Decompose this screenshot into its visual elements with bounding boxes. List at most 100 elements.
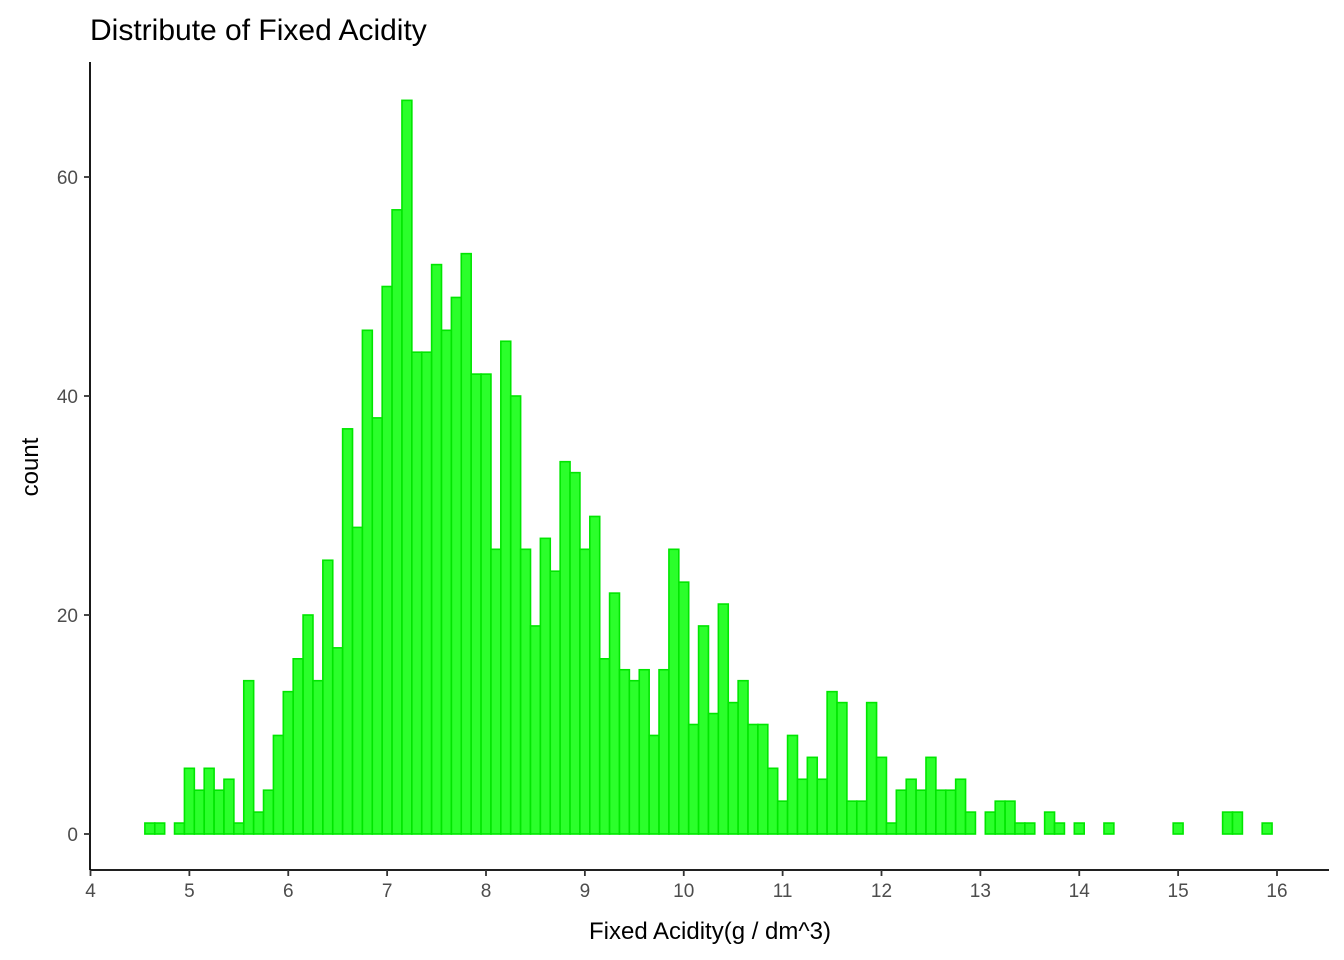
histogram-bar — [855, 800, 868, 835]
histogram-bar — [994, 800, 1006, 835]
histogram-bar — [341, 428, 354, 835]
histogram-bar — [144, 822, 156, 835]
histogram-bar — [1231, 811, 1244, 835]
histogram-bar — [292, 657, 304, 835]
histogram-bar — [648, 734, 660, 835]
x-tick-label: 14 — [1069, 881, 1091, 902]
histogram-bar — [1073, 822, 1086, 835]
histogram-bar — [282, 690, 294, 835]
histogram-bar — [569, 471, 581, 835]
histogram-bar — [717, 603, 730, 835]
histogram-bar — [697, 625, 710, 835]
histogram-bar — [707, 712, 720, 835]
histogram-bar — [509, 395, 522, 835]
histogram-bar — [252, 811, 265, 835]
y-tick-label: 0 — [67, 825, 78, 846]
histogram-bar — [796, 778, 809, 835]
histogram-bar — [272, 734, 285, 835]
histogram-bar — [500, 340, 512, 835]
histogram-bar — [371, 417, 383, 835]
histogram-bar — [915, 789, 927, 835]
x-tick-label: 10 — [673, 881, 694, 902]
histogram-bar — [233, 822, 245, 835]
histogram-bar — [351, 526, 364, 835]
histogram-bar — [420, 351, 433, 835]
histogram-bar — [737, 679, 749, 835]
histogram-bar — [816, 778, 828, 835]
histogram-bar — [401, 99, 413, 835]
histogram-bar — [846, 800, 858, 835]
histogram-bar — [776, 800, 789, 835]
histogram-bar — [381, 285, 393, 835]
x-axis: 4 5 6 7 8 9 10 11 12 13 14 15 16 — [85, 869, 1329, 902]
histogram-bar — [223, 778, 235, 835]
histogram-bar — [1261, 822, 1273, 835]
y-tick-label: 60 — [57, 168, 78, 189]
histogram-bar — [687, 723, 700, 835]
histogram-bar — [549, 570, 561, 835]
histogram-bar — [1053, 822, 1066, 835]
histogram-bar — [470, 373, 482, 835]
y-axis-title: count — [17, 437, 44, 496]
y-tick-label: 40 — [57, 387, 78, 408]
histogram-bar — [727, 701, 739, 835]
histogram-bar — [519, 548, 532, 835]
histogram-bar — [480, 373, 492, 835]
histogram-bar — [559, 460, 571, 835]
histogram-bar — [766, 767, 779, 835]
x-axis-title: Fixed Acidity(g / dm^3) — [589, 918, 831, 945]
histogram-bar — [589, 515, 601, 835]
x-tick-label: 5 — [184, 881, 195, 902]
histogram-bar — [173, 822, 186, 835]
histogram-bar — [450, 296, 463, 835]
x-tick-label: 15 — [1168, 881, 1189, 902]
y-axis: 0 20 40 60 — [57, 62, 91, 870]
histogram-bar — [1221, 811, 1234, 835]
histogram-bar — [322, 559, 334, 835]
histogram-bar — [905, 778, 917, 835]
histogram-bar — [875, 756, 888, 835]
x-tick-label: 7 — [382, 881, 393, 902]
histogram-bar — [1004, 800, 1016, 835]
histogram-bar — [1043, 811, 1056, 835]
bars-group — [144, 99, 1273, 835]
histogram-bar — [836, 701, 848, 835]
x-tick-label: 16 — [1266, 881, 1287, 902]
histogram-bar — [786, 734, 799, 835]
x-tick-label: 6 — [283, 881, 294, 902]
histogram-bar — [1014, 822, 1026, 835]
x-tick-label: 8 — [481, 881, 492, 902]
histogram-bar — [529, 625, 542, 835]
histogram-bar — [638, 668, 650, 835]
histogram-bar — [658, 668, 670, 835]
histogram-bar — [668, 548, 680, 835]
histogram-bar — [331, 647, 344, 835]
histogram-bar — [183, 767, 196, 835]
histogram-bar — [1172, 822, 1184, 835]
histogram-bar — [618, 668, 631, 835]
histogram-bar — [628, 679, 641, 835]
histogram-bar — [430, 263, 443, 835]
histogram-bar — [361, 329, 374, 835]
x-tick-label: 11 — [773, 881, 793, 902]
histogram-bar — [539, 537, 552, 835]
histogram-bar — [954, 778, 967, 835]
histogram-bar — [312, 679, 324, 835]
x-tick-label: 13 — [970, 881, 991, 902]
histogram-bar — [608, 592, 621, 835]
y-tick-label: 20 — [57, 606, 78, 627]
histogram-bar — [440, 329, 453, 835]
x-tick-label: 9 — [580, 881, 591, 902]
histogram-bar — [302, 614, 314, 835]
histogram-bar — [806, 756, 819, 835]
histogram-bar — [747, 723, 759, 835]
histogram-bar — [757, 723, 769, 835]
histogram-bar — [925, 756, 937, 835]
histogram-bar — [203, 767, 215, 835]
histogram-bar — [153, 822, 166, 835]
histogram-bar — [885, 822, 898, 835]
histogram-bar — [944, 789, 957, 835]
histogram-bar — [579, 548, 591, 835]
x-tick-label: 4 — [85, 881, 96, 902]
histogram-bar — [865, 701, 878, 835]
